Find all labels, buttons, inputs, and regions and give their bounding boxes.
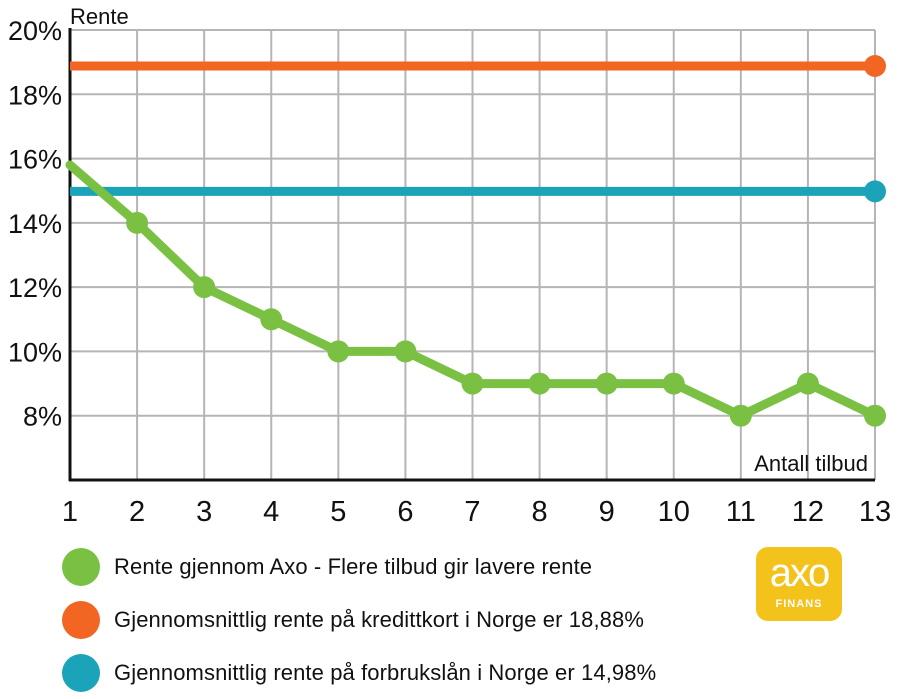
logo-word: axo [769,551,831,595]
data-point [729,404,752,427]
legend-label: Rente gjennom Axo - Flere tilbud gir lav… [114,553,593,579]
data-point [126,211,149,234]
data-point [461,372,484,395]
x-tick-label: 1 [62,496,78,528]
x-tick-label: 7 [464,496,480,528]
data-point [327,340,350,363]
chart-series [65,55,886,427]
y-tick-label: 20% [8,16,62,46]
data-point [394,340,417,363]
x-tick-label: 6 [397,496,413,528]
x-tick-label: 10 [658,496,690,528]
series-kredittkort [70,55,886,77]
data-point [864,404,886,427]
legend-item: Gjennomsnittlig rente på forbrukslån i N… [62,646,656,699]
y-tick-label: 16% [8,145,62,175]
series-forbrukslan [70,180,886,203]
x-tick-label: 13 [859,496,891,528]
x-tick-label: 9 [599,496,615,528]
x-tick-label: 4 [263,496,279,528]
legend-swatch [62,653,100,692]
axo-finans-logo: axo FINANS [756,547,842,621]
y-tick-label: 12% [8,273,62,303]
data-point [662,372,685,395]
x-tick-label: 2 [129,496,145,528]
y-tick-label: 18% [8,80,62,110]
legend: Rente gjennom Axo - Flere tilbud gir lav… [62,540,656,699]
x-tick-label: 5 [330,496,346,528]
x-axis-title: Antall tilbud [754,451,868,476]
y-tick-label: 14% [8,209,62,239]
y-axis-ticks: 8% 10% 12% 14% 16% 18% 20% [8,16,62,432]
legend-item: Gjennomsnittlig rente på kredittkort i N… [62,593,656,646]
legend-swatch [62,600,100,639]
x-tick-label: 3 [196,496,212,528]
line-chart: 8%10%12%14%16%18%20% 1 2 3 4 5 6 7 8 9 10 11 12 13 R… [8,4,891,528]
legend-label: Gjennomsnittlig rente på forbrukslån i N… [114,659,657,685]
y-axis-title: Rente [70,4,129,29]
chart-axes [68,28,875,482]
legend-item: Rente gjennom Axo - Flere tilbud gir lav… [62,540,656,593]
series-axo [65,160,886,427]
data-point [260,308,283,331]
legend-label: Gjennomsnittlig rente på kredittkort i N… [114,606,644,632]
x-tick-label: 11 [726,496,756,528]
x-axis-ticks: 1 2 3 4 5 6 7 8 9 10 11 12 13 [62,496,891,528]
x-tick-label: 12 [792,496,824,528]
series-end-point [864,180,886,203]
series-end-point [864,55,886,77]
x-tick-label: 8 [532,496,548,528]
y-tick-label: 8% [23,402,62,432]
data-point [193,276,216,299]
legend-swatch [62,547,100,586]
data-point [796,372,819,395]
data-point [595,372,618,395]
data-point [528,372,551,395]
logo-subtitle: FINANS [775,598,823,610]
y-tick-label: 10% [8,337,62,367]
